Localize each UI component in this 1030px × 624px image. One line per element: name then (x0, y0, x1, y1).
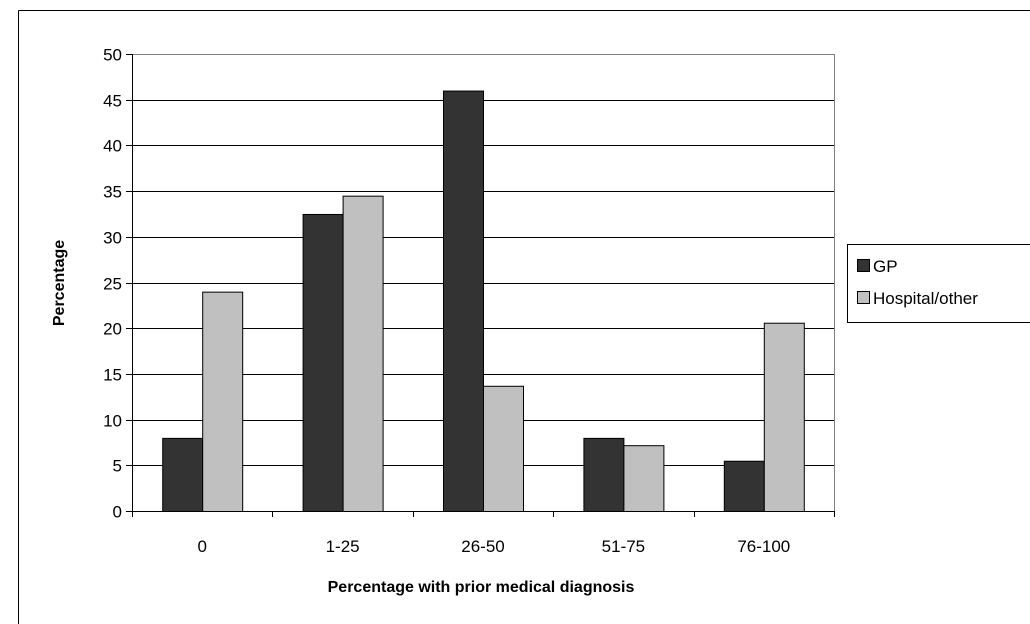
x-axis-title: Percentage with prior medical diagnosis (328, 579, 635, 596)
bar-chart: 0 5 10 15 20 25 30 35 40 45 50 0 1-25 26-50 51-75 76-1… (9, 5, 1030, 624)
y-tick-label: 20 (103, 320, 122, 339)
chart-frame: 0 5 10 15 20 25 30 35 40 45 50 0 1-25 26-50 51-75 76-1… (9, 5, 1030, 619)
bar-hospital-other-1-25 (343, 196, 383, 511)
x-tick-label: 26-50 (461, 537, 504, 556)
y-axis-title: Percentage (51, 240, 68, 326)
bar-gp-1-25 (303, 214, 343, 511)
y-tick-label: 40 (103, 137, 122, 156)
legend-swatch (858, 260, 870, 272)
y-tick-label: 50 (103, 46, 122, 65)
x-tick-labels: 0 1-25 26-50 51-75 76-100 (197, 537, 790, 556)
y-tick-label: 35 (103, 183, 122, 202)
legend-label: Hospital/other (873, 289, 978, 308)
bar-hospital-other-0 (203, 292, 243, 511)
x-tick-label: 0 (197, 537, 206, 556)
y-tick-label: 10 (103, 412, 122, 431)
legend-label: GP (873, 257, 898, 276)
y-tick-label: 30 (103, 229, 122, 248)
y-tick-label: 15 (103, 366, 122, 385)
x-tick-label: 51-75 (602, 537, 645, 556)
y-tick-label: 45 (103, 92, 122, 111)
bar-gp-26-50 (444, 91, 484, 511)
bar-gp-0 (163, 438, 203, 511)
bars (163, 91, 805, 511)
y-tick-label: 5 (113, 457, 122, 476)
x-tick-label: 1-25 (326, 537, 360, 556)
legend: GP Hospital/other (848, 245, 1030, 323)
bar-hospital-other-26-50 (484, 386, 524, 511)
y-tick-label: 25 (103, 275, 122, 294)
x-tick-label: 76-100 (737, 537, 790, 556)
y-tick-labels: 0 5 10 15 20 25 30 35 40 45 50 (103, 46, 122, 522)
bar-gp-51-75 (584, 438, 624, 511)
y-tick-label: 0 (113, 503, 122, 522)
legend-swatch (858, 292, 870, 304)
bar-gp-76-100 (724, 461, 764, 511)
bar-hospital-other-76-100 (764, 323, 804, 511)
bar-hospital-other-51-75 (624, 446, 664, 512)
